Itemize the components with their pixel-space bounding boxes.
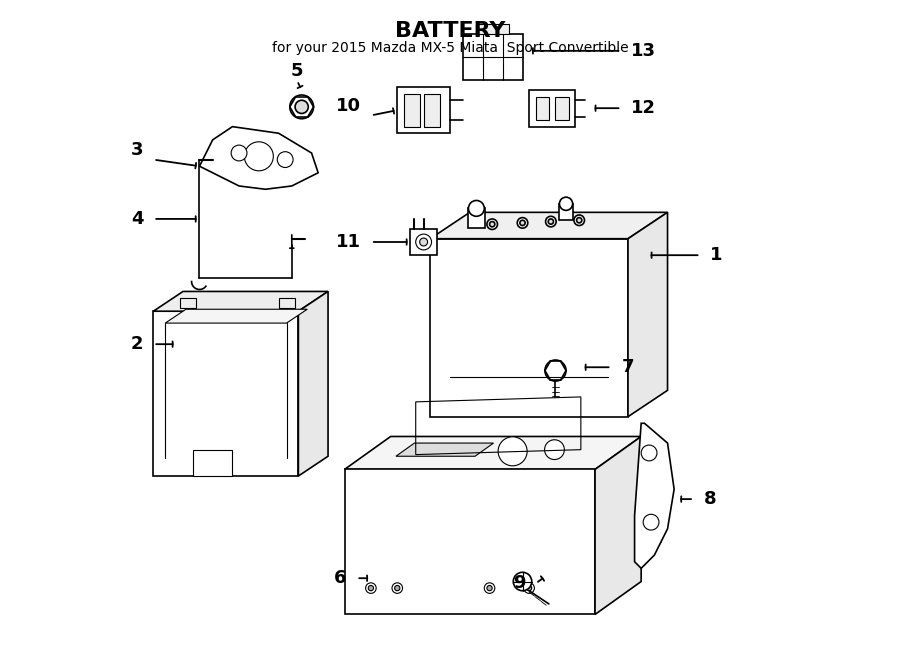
Circle shape	[544, 440, 564, 459]
Polygon shape	[396, 443, 493, 456]
Circle shape	[368, 585, 373, 591]
Circle shape	[295, 100, 309, 113]
Polygon shape	[595, 436, 641, 614]
Text: 1: 1	[710, 246, 723, 264]
Polygon shape	[430, 239, 628, 416]
Text: BATTERY: BATTERY	[395, 21, 505, 41]
Polygon shape	[464, 34, 523, 81]
Circle shape	[548, 219, 554, 224]
Polygon shape	[345, 469, 595, 614]
Polygon shape	[200, 126, 319, 189]
Polygon shape	[529, 91, 575, 126]
Polygon shape	[166, 309, 307, 323]
Text: 6: 6	[334, 569, 346, 587]
Text: 11: 11	[336, 233, 361, 251]
Polygon shape	[345, 436, 641, 469]
Circle shape	[469, 201, 484, 216]
Polygon shape	[299, 291, 328, 476]
Circle shape	[416, 234, 431, 250]
Text: 2: 2	[131, 335, 143, 354]
Circle shape	[560, 197, 572, 211]
Polygon shape	[397, 87, 450, 133]
Text: 3: 3	[131, 141, 143, 159]
Circle shape	[365, 583, 376, 593]
Text: for your 2015 Mazda MX-5 Miata  Sport Convertible: for your 2015 Mazda MX-5 Miata Sport Con…	[272, 41, 628, 55]
Circle shape	[487, 219, 498, 230]
Text: 10: 10	[336, 97, 361, 115]
Circle shape	[520, 220, 526, 226]
Circle shape	[544, 360, 566, 381]
Text: 9: 9	[513, 575, 526, 592]
Circle shape	[490, 222, 495, 227]
Polygon shape	[476, 24, 509, 34]
Polygon shape	[153, 291, 328, 311]
Circle shape	[392, 583, 402, 593]
Circle shape	[419, 238, 428, 246]
Circle shape	[513, 572, 532, 591]
Circle shape	[526, 585, 532, 591]
Text: 7: 7	[621, 358, 634, 376]
Text: 4: 4	[131, 210, 143, 228]
Circle shape	[484, 583, 495, 593]
Bar	[404, 94, 420, 126]
Polygon shape	[469, 209, 485, 228]
Circle shape	[577, 218, 581, 223]
Text: 8: 8	[704, 490, 716, 508]
Text: 5: 5	[291, 62, 303, 79]
Circle shape	[641, 445, 657, 461]
Bar	[536, 97, 549, 120]
Text: 13: 13	[631, 42, 656, 60]
Circle shape	[394, 585, 400, 591]
Text: 12: 12	[631, 99, 656, 117]
Polygon shape	[560, 204, 572, 220]
Circle shape	[231, 145, 247, 161]
Polygon shape	[410, 229, 436, 255]
Polygon shape	[193, 449, 232, 476]
Bar	[555, 97, 569, 120]
Circle shape	[498, 437, 527, 466]
Circle shape	[277, 152, 293, 167]
Circle shape	[524, 583, 535, 593]
Circle shape	[545, 216, 556, 227]
Circle shape	[644, 514, 659, 530]
Circle shape	[487, 585, 492, 591]
Circle shape	[290, 95, 313, 118]
Polygon shape	[628, 213, 668, 416]
Bar	[424, 94, 440, 126]
Polygon shape	[634, 423, 674, 568]
Circle shape	[244, 142, 274, 171]
Circle shape	[574, 215, 584, 226]
Polygon shape	[430, 213, 668, 239]
Polygon shape	[153, 311, 299, 476]
Polygon shape	[644, 456, 668, 562]
Circle shape	[518, 218, 527, 228]
